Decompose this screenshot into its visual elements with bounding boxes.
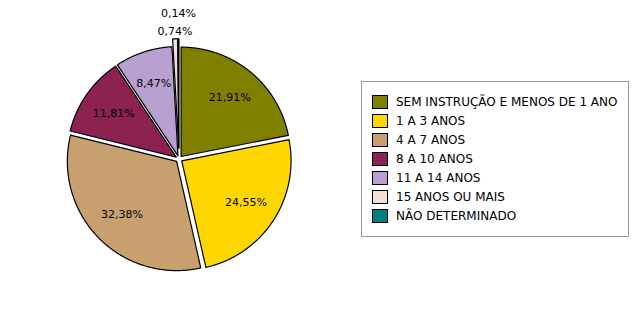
html-text:4 A 7 ANOS: 4 A 7 ANOS bbox=[396, 132, 466, 147]
svg-text:32,38%: 32,38% bbox=[101, 208, 143, 221]
svg-text:11,81%: 11,81% bbox=[93, 107, 135, 120]
svg-text:0,14%: 0,14% bbox=[161, 7, 196, 20]
svg-text:0,74%: 0,74% bbox=[157, 25, 192, 38]
html-text:1 A 3 ANOS: 1 A 3 ANOS bbox=[396, 113, 466, 128]
html-text:NÃO DETERMINADO: NÃO DETERMINADO bbox=[396, 208, 517, 223]
html-text:11 A 14 ANOS: 11 A 14 ANOS bbox=[396, 170, 481, 185]
html-text:8 A 10 ANOS: 8 A 10 ANOS bbox=[396, 151, 473, 166]
svg-text:21,91%: 21,91% bbox=[209, 91, 251, 104]
svg-text:8,47%: 8,47% bbox=[136, 77, 171, 90]
svg-text:24,55%: 24,55% bbox=[225, 196, 267, 209]
html-text:15 ANOS OU MAIS: 15 ANOS OU MAIS bbox=[396, 189, 505, 204]
html-text:SEM INSTRUÇÃO E MENOS DE 1 ANO: SEM INSTRUÇÃO E MENOS DE 1 ANO bbox=[396, 94, 618, 109]
